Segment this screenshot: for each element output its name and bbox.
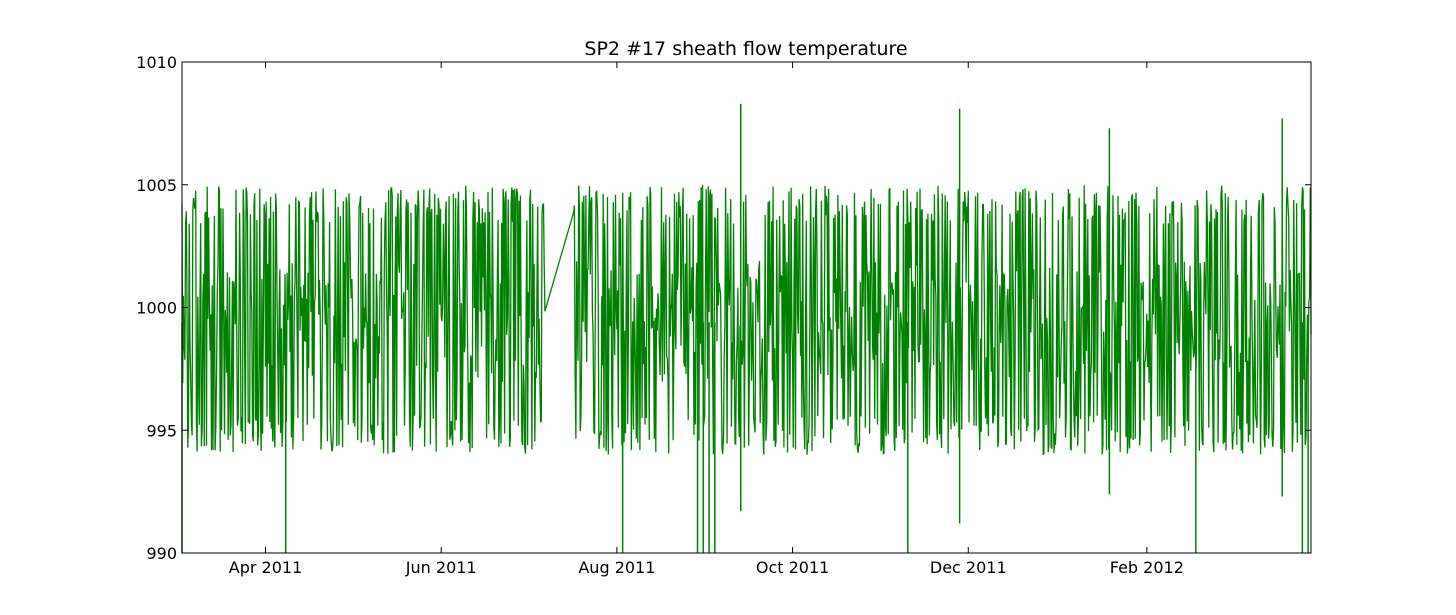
x-tick-label: Apr 2011 xyxy=(229,558,302,577)
series-line xyxy=(181,184,1312,455)
chart-title: SP2 #17 sheath flow temperature xyxy=(584,38,907,60)
x-tick-label: Feb 2012 xyxy=(1110,558,1184,577)
x-axis: Apr 2011 Jun 2011 Aug 2011 Oct 2011 Dec 2011… xyxy=(229,62,1184,577)
y-tick-label: 990 xyxy=(146,544,177,563)
x-tick-label: Dec 2011 xyxy=(930,558,1007,577)
series-line-group xyxy=(181,184,1312,455)
x-tick-label: Oct 2011 xyxy=(756,558,829,577)
y-tick-label: 995 xyxy=(146,421,177,440)
spike-group xyxy=(181,103,1309,553)
x-tick-label: Jun 2011 xyxy=(405,558,477,577)
plot-frame xyxy=(181,61,1312,554)
x-tick-label: Aug 2011 xyxy=(578,558,655,577)
y-tick-label: 1010 xyxy=(136,53,177,72)
y-axis: 990 995 1000 1005 1010 xyxy=(136,53,1311,563)
y-tick-label: 1005 xyxy=(136,176,177,195)
y-tick-label: 1000 xyxy=(136,299,177,318)
